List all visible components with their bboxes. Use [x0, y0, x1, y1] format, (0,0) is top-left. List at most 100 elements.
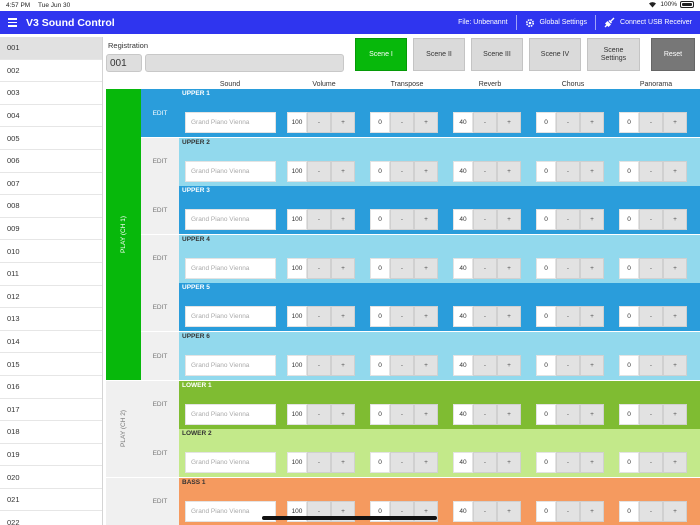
reverb-decrement-button[interactable]: -	[473, 160, 497, 182]
sidebar-item-001[interactable]: 001	[0, 37, 102, 60]
reverb-value[interactable]: 40	[453, 257, 473, 279]
sound-field[interactable]: Grand Piano Vienna	[185, 306, 276, 328]
panorama-decrement-button[interactable]: -	[639, 403, 663, 425]
chorus-decrement-button[interactable]: -	[556, 403, 580, 425]
sidebar-item-008[interactable]: 008	[0, 195, 102, 218]
sidebar-item-009[interactable]: 009	[0, 218, 102, 241]
sidebar-item-014[interactable]: 014	[0, 331, 102, 354]
sound-field[interactable]: Grand Piano Vienna	[185, 452, 276, 474]
chorus-increment-button[interactable]: +	[580, 257, 604, 279]
sidebar-item-015[interactable]: 015	[0, 353, 102, 376]
sidebar-item-010[interactable]: 010	[0, 240, 102, 263]
volume-value[interactable]: 100	[287, 452, 307, 474]
play-group-1[interactable]: PLAY (CH 1)	[106, 89, 141, 380]
panorama-value[interactable]: 0	[619, 160, 639, 182]
transpose-increment-button[interactable]: +	[414, 257, 438, 279]
panorama-increment-button[interactable]: +	[663, 452, 687, 474]
volume-increment-button[interactable]: +	[331, 452, 355, 474]
reverb-value[interactable]: 40	[453, 112, 473, 133]
sound-field[interactable]: Grand Piano Vienna	[185, 112, 276, 133]
chorus-increment-button[interactable]: +	[580, 209, 604, 231]
transpose-value[interactable]: 0	[370, 257, 390, 279]
edit-button[interactable]: EDIT	[141, 429, 179, 478]
panorama-decrement-button[interactable]: -	[639, 355, 663, 376]
sidebar-item-020[interactable]: 020	[0, 466, 102, 489]
chorus-increment-button[interactable]: +	[580, 160, 604, 182]
edit-button[interactable]: EDIT	[141, 332, 179, 380]
sidebar-item-007[interactable]: 007	[0, 173, 102, 196]
registration-name-field[interactable]	[145, 54, 344, 72]
sidebar-item-017[interactable]: 017	[0, 399, 102, 422]
volume-increment-button[interactable]: +	[331, 306, 355, 328]
panorama-decrement-button[interactable]: -	[639, 306, 663, 328]
chorus-value[interactable]: 0	[536, 500, 556, 522]
volume-value[interactable]: 100	[287, 112, 307, 133]
sidebar-item-012[interactable]: 012	[0, 286, 102, 309]
registration-number-field[interactable]: 001	[106, 54, 142, 72]
chorus-increment-button[interactable]: +	[580, 355, 604, 376]
transpose-decrement-button[interactable]: -	[390, 306, 414, 328]
panorama-decrement-button[interactable]: -	[639, 209, 663, 231]
volume-decrement-button[interactable]: -	[307, 403, 331, 425]
volume-value[interactable]: 100	[287, 355, 307, 376]
reverb-increment-button[interactable]: +	[497, 209, 521, 231]
panorama-decrement-button[interactable]: -	[639, 160, 663, 182]
chorus-increment-button[interactable]: +	[580, 500, 604, 522]
sidebar-item-005[interactable]: 005	[0, 127, 102, 150]
sidebar-item-013[interactable]: 013	[0, 308, 102, 331]
panorama-value[interactable]: 0	[619, 112, 639, 133]
global-settings-button[interactable]: Global Settings	[517, 18, 595, 28]
reverb-decrement-button[interactable]: -	[473, 403, 497, 425]
volume-increment-button[interactable]: +	[331, 403, 355, 425]
volume-value[interactable]: 100	[287, 306, 307, 328]
chorus-value[interactable]: 0	[536, 160, 556, 182]
reverb-decrement-button[interactable]: -	[473, 112, 497, 133]
sidebar-item-018[interactable]: 018	[0, 421, 102, 444]
volume-decrement-button[interactable]: -	[307, 257, 331, 279]
transpose-decrement-button[interactable]: -	[390, 160, 414, 182]
transpose-decrement-button[interactable]: -	[390, 355, 414, 376]
volume-decrement-button[interactable]: -	[307, 209, 331, 231]
panorama-increment-button[interactable]: +	[663, 160, 687, 182]
chorus-increment-button[interactable]: +	[580, 403, 604, 425]
panorama-value[interactable]: 0	[619, 500, 639, 522]
volume-value[interactable]: 100	[287, 403, 307, 425]
play-group-2[interactable]: PLAY (CH 2)	[106, 380, 141, 477]
volume-value[interactable]: 100	[287, 160, 307, 182]
transpose-value[interactable]: 0	[370, 403, 390, 425]
scene-ii-button[interactable]: Scene II	[413, 38, 465, 71]
chorus-value[interactable]: 0	[536, 355, 556, 376]
edit-button[interactable]: EDIT	[141, 89, 179, 137]
reverb-decrement-button[interactable]: -	[473, 452, 497, 474]
sidebar-item-021[interactable]: 021	[0, 489, 102, 512]
volume-increment-button[interactable]: +	[331, 112, 355, 133]
hamburger-menu-icon[interactable]	[0, 11, 24, 34]
reverb-increment-button[interactable]: +	[497, 500, 521, 522]
panorama-increment-button[interactable]: +	[663, 112, 687, 133]
sound-field[interactable]: Grand Piano Vienna	[185, 500, 276, 522]
reverb-value[interactable]: 40	[453, 355, 473, 376]
transpose-increment-button[interactable]: +	[414, 355, 438, 376]
transpose-value[interactable]: 0	[370, 160, 390, 182]
volume-decrement-button[interactable]: -	[307, 355, 331, 376]
scene-settings-button[interactable]: Scene Settings	[587, 38, 640, 71]
sidebar-item-022[interactable]: 022	[0, 511, 102, 525]
volume-increment-button[interactable]: +	[331, 209, 355, 231]
volume-decrement-button[interactable]: -	[307, 306, 331, 328]
chorus-value[interactable]: 0	[536, 112, 556, 133]
transpose-decrement-button[interactable]: -	[390, 403, 414, 425]
reverb-increment-button[interactable]: +	[497, 257, 521, 279]
transpose-increment-button[interactable]: +	[414, 209, 438, 231]
panorama-increment-button[interactable]: +	[663, 306, 687, 328]
panorama-value[interactable]: 0	[619, 403, 639, 425]
sound-field[interactable]: Grand Piano Vienna	[185, 257, 276, 279]
edit-button[interactable]: EDIT	[141, 380, 179, 429]
reverb-value[interactable]: 40	[453, 403, 473, 425]
play-group-3[interactable]	[106, 477, 141, 525]
sidebar-item-004[interactable]: 004	[0, 105, 102, 128]
volume-decrement-button[interactable]: -	[307, 452, 331, 474]
reverb-value[interactable]: 40	[453, 452, 473, 474]
transpose-value[interactable]: 0	[370, 452, 390, 474]
reverb-value[interactable]: 40	[453, 500, 473, 522]
edit-button[interactable]: EDIT	[141, 234, 179, 283]
